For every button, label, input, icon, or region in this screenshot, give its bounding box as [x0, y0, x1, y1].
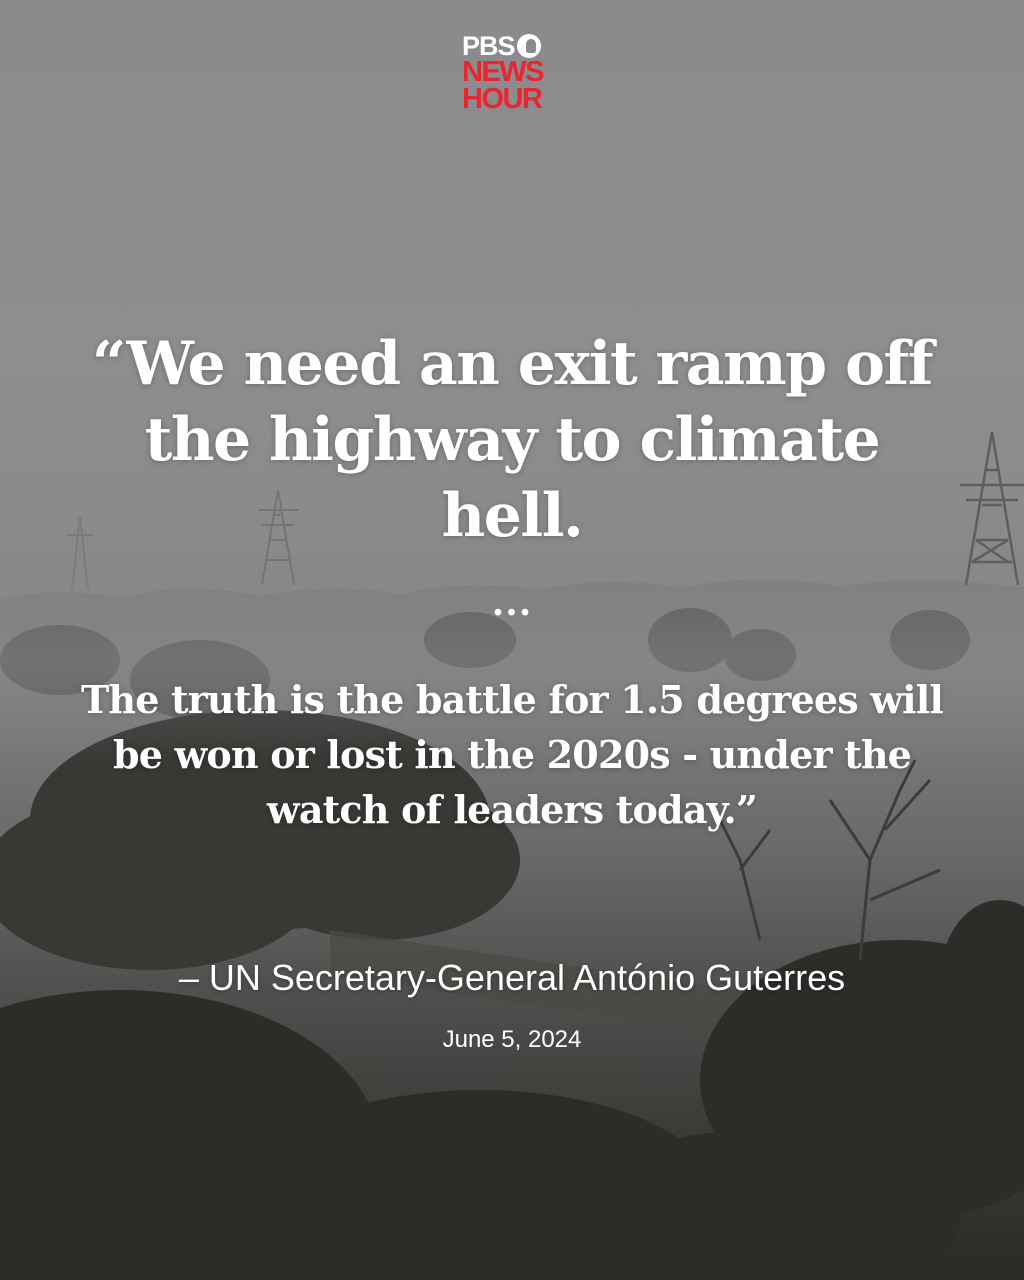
logo-pbs-text: PBS	[462, 31, 516, 61]
quote-attribution: – UN Secretary-General António Guterres	[178, 957, 846, 998]
pbs-newshour-logo: PBS NEWS HOUR	[462, 31, 562, 124]
quote-ellipsis: ...	[491, 582, 533, 624]
tree-icon	[0, 900, 1024, 1280]
tree-icon	[0, 710, 520, 970]
quote-body: The truth is the battle for 1.5 degrees …	[80, 677, 944, 832]
transmission-tower-icon	[66, 514, 94, 591]
logo-news: NEWS	[462, 55, 545, 88]
bare-branches	[718, 759, 941, 961]
tree-icon	[0, 608, 970, 720]
transmission-tower-icon	[258, 489, 298, 586]
quote-lead: “We need an exit ramp off the highway to…	[91, 329, 934, 551]
quote-date: June 5, 2024	[442, 1026, 582, 1053]
logo-pbs: PBS	[462, 31, 562, 61]
smoke-haze	[0, 560, 1024, 760]
pbs-head-icon	[516, 34, 541, 59]
transmission-tower-icon	[960, 431, 1024, 586]
logo-hour: HOUR	[462, 82, 543, 115]
